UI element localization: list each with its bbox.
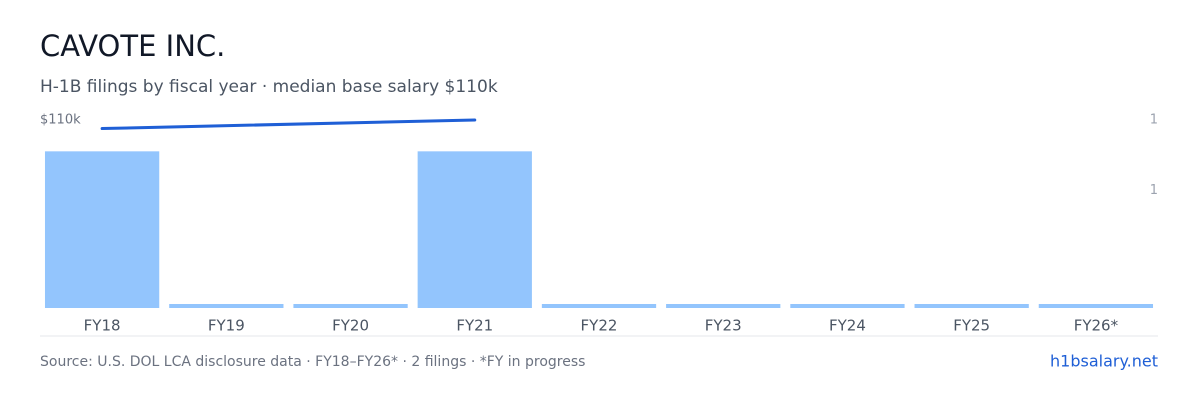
bar [790,304,905,308]
x-tick-label: FY18 [84,317,121,335]
x-tick-label: FY21 [456,317,493,335]
bar [914,304,1029,308]
x-tick-label: FY24 [829,317,866,335]
x-tick-label: FY26* [1074,317,1119,335]
subtitle: H-1B filings by fiscal year · median bas… [40,77,498,97]
site-link[interactable]: h1bsalary.net [1050,352,1158,371]
bar [169,304,284,308]
x-tick-label: FY22 [581,317,618,335]
x-tick-label: FY19 [208,317,245,335]
bar [541,304,657,308]
y2-tick-label: 1 [1150,183,1158,198]
x-tick-label: FY23 [705,317,742,335]
bar [44,151,160,308]
source-note: Source: U.S. DOL LCA disclosure data · F… [40,354,585,370]
y2-tick-label: 1 [1150,113,1158,128]
bar [417,151,532,308]
bar [666,304,781,308]
chart-title: CAVOTE INC. [40,29,225,63]
y-tick-label: $110k [40,113,81,128]
bar [293,304,408,308]
bar [1038,304,1154,308]
x-tick-label: FY20 [332,317,369,335]
salary-line [100,118,477,131]
x-tick-label: FY25 [953,317,990,335]
